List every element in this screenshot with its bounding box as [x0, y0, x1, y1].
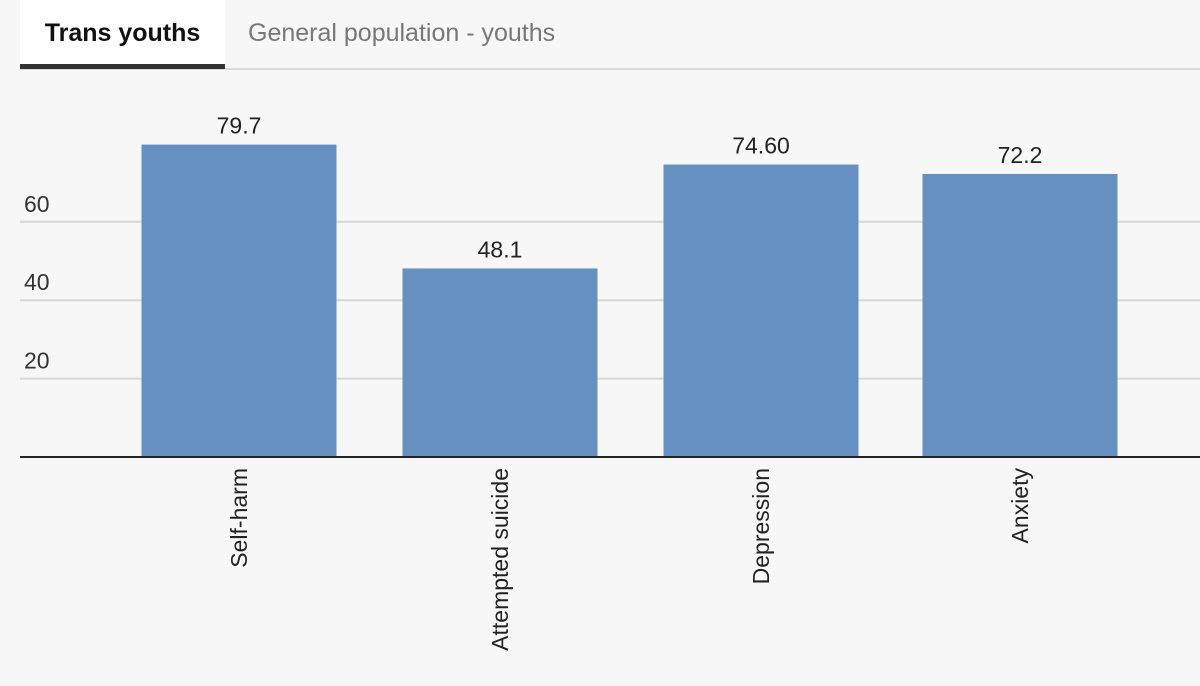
category-label: Depression: [748, 468, 774, 584]
tab-trans-youths[interactable]: Trans youths: [20, 0, 225, 69]
y-tick-label: 20: [24, 348, 50, 374]
y-tick-label: 60: [24, 191, 50, 217]
category-label: Anxiety: [1007, 468, 1033, 544]
tab-bar: Trans youths General population - youths: [20, 0, 1200, 70]
bar-depression[interactable]: [663, 164, 859, 457]
bar-anxiety[interactable]: [922, 173, 1118, 457]
y-axis-ticks: 20 40 60: [24, 191, 50, 374]
category-label: Self-harm: [226, 468, 252, 568]
bar-value-label: 74.60: [732, 133, 790, 159]
value-labels: 79.7 48.1 74.60 72.2: [217, 113, 1043, 263]
tab-general-population-youths[interactable]: General population - youths: [248, 19, 556, 47]
bar-self-harm[interactable]: [141, 144, 337, 458]
bar-value-label: 72.2: [998, 142, 1043, 168]
bar-value-label: 48.1: [478, 236, 523, 262]
bars: [141, 144, 1118, 458]
bar-value-label: 79.7: [217, 113, 262, 139]
category-label: Attempted suicide: [487, 468, 513, 651]
y-tick-label: 40: [24, 269, 50, 295]
bar-attempted-suicide[interactable]: [402, 268, 598, 457]
category-labels: Self-harm Attempted suicide Depression Anxi…: [226, 468, 1033, 651]
